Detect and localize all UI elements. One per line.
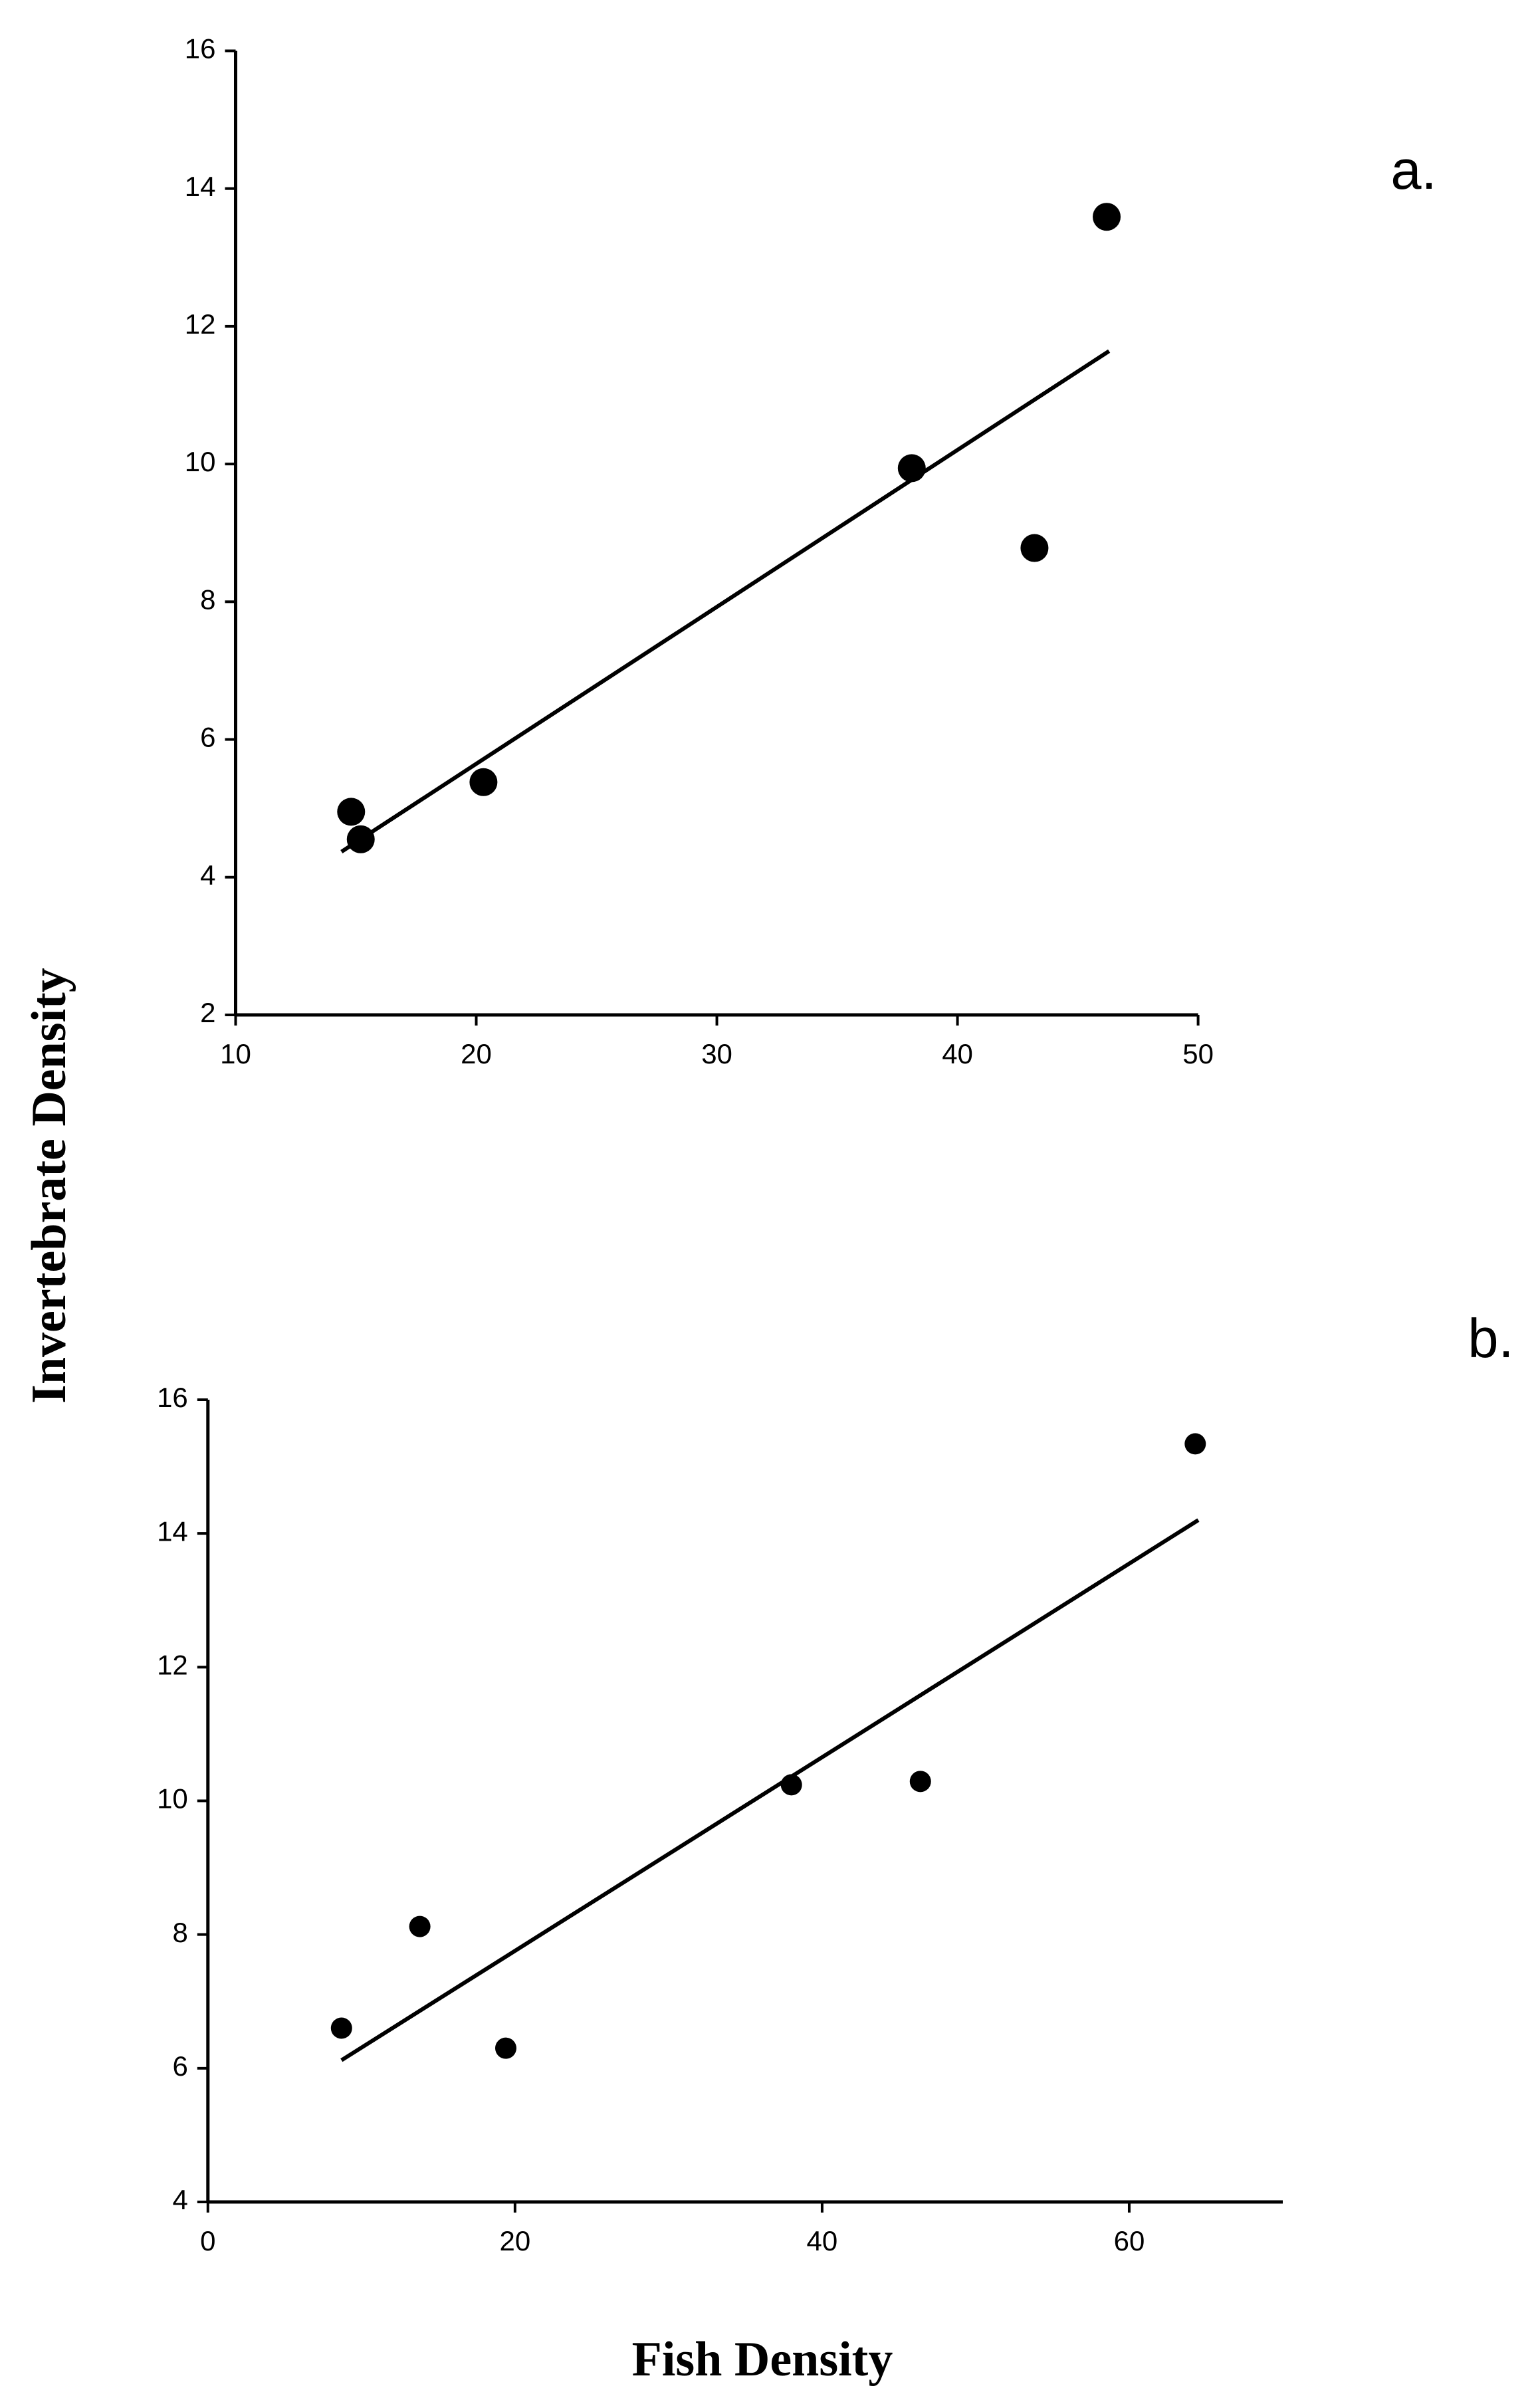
y-tick-label: 6 [172, 2050, 187, 2082]
x-tick-label: 50 [1182, 1038, 1214, 1069]
y-tick-label: 12 [185, 308, 216, 340]
x-tick-label: 10 [220, 1038, 251, 1069]
point [897, 454, 926, 483]
point [1184, 1433, 1206, 1455]
point [330, 2017, 352, 2039]
y-tick-label: 14 [185, 171, 216, 202]
panel-label: b. [1468, 1307, 1513, 1369]
y-tick-label: 2 [200, 997, 215, 1028]
y-tick-label: 16 [185, 33, 216, 64]
x-tick-label: 30 [701, 1038, 732, 1069]
x-axis-title: Fish Density [632, 2332, 893, 2387]
point [1093, 203, 1121, 231]
y-tick-label: 12 [157, 1649, 188, 1680]
point [469, 768, 498, 796]
y-tick-label: 6 [200, 722, 215, 753]
y-tick-label: 8 [200, 584, 215, 615]
y-tick-label: 4 [200, 859, 215, 891]
point [337, 798, 366, 826]
point [495, 2037, 516, 2059]
y-axis-title: Invertebrate Density [22, 968, 76, 1404]
y-tick-label: 16 [157, 1382, 188, 1413]
y-tick-label: 14 [157, 1515, 188, 1547]
y-tick-label: 4 [172, 2184, 187, 2215]
x-tick-label: 40 [942, 1038, 973, 1069]
point [346, 825, 375, 853]
y-tick-label: 8 [172, 1917, 187, 1948]
x-tick-label: 0 [200, 2225, 215, 2256]
point [780, 1774, 802, 1796]
trend-line [340, 349, 1111, 853]
panel-label: a. [1390, 139, 1436, 201]
y-tick-label: 10 [157, 1783, 188, 1814]
x-tick-label: 20 [461, 1038, 492, 1069]
x-tick-label: 60 [1114, 2225, 1145, 2256]
trend-line [340, 1518, 1200, 2062]
point [1020, 534, 1049, 562]
point [909, 1771, 931, 1793]
x-tick-label: 40 [807, 2225, 838, 2256]
y-tick-label: 10 [185, 446, 216, 477]
x-tick-label: 20 [499, 2225, 530, 2256]
point [409, 1915, 431, 1937]
